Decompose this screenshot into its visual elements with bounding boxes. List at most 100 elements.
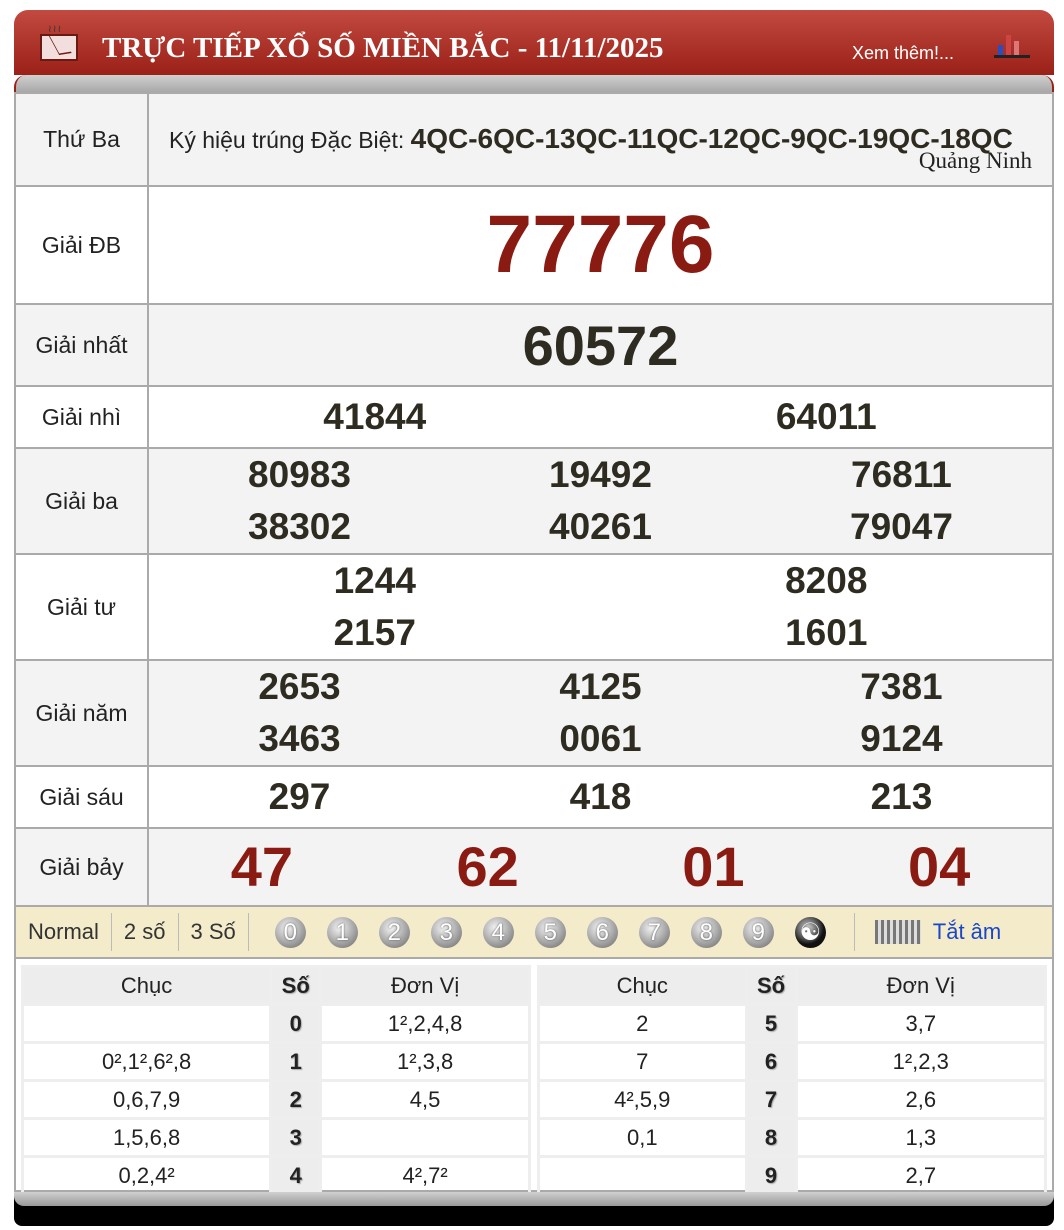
loto-tens: 0²,1²,6²,8 [20, 1041, 273, 1082]
steam-icon: ≀≀≀ [48, 24, 63, 35]
prize-label: Giải ba [14, 447, 149, 555]
header-divider [14, 75, 1054, 92]
loto-tens: 4²,5,9 [537, 1079, 748, 1120]
prize-number: 7381 [860, 666, 943, 707]
bar-chart-icon[interactable] [994, 34, 1030, 58]
prize-row-6: Giải sáu 297 418 213 [14, 765, 1054, 829]
yin-yang-icon[interactable]: ☯ [794, 916, 826, 948]
prize-row-3: Giải ba 80983 19492 76811 38302 40261 79047 [14, 447, 1054, 555]
prize-number: 3463 [258, 718, 341, 759]
loto-row: 0²,1²,6²,8 1 1²,3,8 [20, 1041, 531, 1082]
mode-2-digits[interactable]: 2 số [112, 913, 179, 951]
prize-number: 38302 [248, 506, 351, 547]
loto-units: 1²,3,8 [319, 1041, 531, 1082]
results-table: Thứ Ba Ký hiệu trúng Đặc Biệt: 4QC-6QC-1… [14, 92, 1054, 907]
loto-row: 0,6,7,9 2 4,5 [20, 1079, 531, 1120]
header-bar: ≀≀≀ TRỰC TIẾP XỔ SỐ MIỀN BẮC - 11/11/202… [14, 10, 1054, 75]
digit-ball-0[interactable]: 0 [274, 916, 306, 948]
prize-number: 19492 [549, 454, 652, 495]
loto-units: 2,7 [794, 1155, 1048, 1196]
loto-tables: Chục Số Đơn Vị 0 1²,2,4,8 0²,1²,6²,8 1 1²,3,8 0,… [14, 959, 1054, 1196]
loto-tens: 2 [537, 1003, 748, 1044]
loto-units [319, 1117, 531, 1158]
page-title: TRỰC TIẾP XỔ SỐ MIỀN BẮC - 11/11/2025 [102, 32, 664, 64]
prize-row-4: Giải tư 1244 8208 2157 1601 [14, 553, 1054, 661]
digit-ball-9[interactable]: 9 [742, 916, 774, 948]
prize-number: 297 [268, 776, 331, 817]
prize-number: 1244 [333, 560, 416, 601]
special-code: Ký hiệu trúng Đặc Biệt: 4QC-6QC-13QC-11Q… [147, 92, 1054, 187]
prize-row-5: Giải năm 2653 4125 7381 3463 0061 9124 [14, 659, 1054, 767]
loto-digit: 0 [269, 1003, 323, 1044]
prize-number: 8208 [785, 560, 868, 601]
loto-digit: 4 [269, 1155, 323, 1196]
prize-number: 64011 [775, 396, 877, 437]
loto-header: Đơn Vị [319, 965, 531, 1006]
prize-number: 1601 [785, 612, 868, 653]
prize-number: 9124 [860, 718, 943, 759]
mode-3-digits[interactable]: 3 Số [179, 913, 249, 951]
mute-toggle[interactable]: Tắt âm [932, 919, 1002, 944]
loto-digit: 6 [744, 1041, 798, 1082]
loto-header: Số [744, 965, 798, 1006]
sound-icon[interactable] [874, 920, 921, 944]
loto-digit: 3 [269, 1117, 323, 1158]
digit-ball-7[interactable]: 7 [638, 916, 670, 948]
special-prize-number: 77776 [486, 199, 715, 290]
province: Quảng Ninh [918, 148, 1032, 173]
prize-number: 62 [456, 835, 519, 898]
prize-row-1: Giải nhất 60572 [14, 303, 1054, 387]
loto-units: 4,5 [319, 1079, 531, 1120]
loto-table-left: Chục Số Đơn Vị 0 1²,2,4,8 0²,1²,6²,8 1 1²,3,8 0,… [20, 965, 531, 1196]
digit-ball-6[interactable]: 6 [586, 916, 618, 948]
loto-header-row: Chục Số Đơn Vị [20, 965, 531, 1006]
mode-normal[interactable]: Normal [16, 913, 112, 951]
prize-number: 04 [907, 835, 971, 898]
digit-ball-8[interactable]: 8 [690, 916, 722, 948]
loto-header: Đơn Vị [794, 965, 1048, 1006]
loto-row: 1,5,6,8 3 [20, 1117, 531, 1158]
loto-units: 3,7 [794, 1003, 1048, 1044]
loto-tens: 1,5,6,8 [20, 1117, 273, 1158]
loto-digit: 5 [744, 1003, 798, 1044]
prize-number: 0061 [559, 718, 642, 759]
prize-label: Giải năm [14, 659, 149, 767]
prize-row-db: Giải ĐB 77776 [14, 185, 1054, 305]
special-code-label: Ký hiệu trúng Đặc Biệt: [169, 127, 405, 153]
digit-ball-1[interactable]: 1 [326, 916, 358, 948]
digit-ball-4[interactable]: 4 [482, 916, 514, 948]
loto-digit: 1 [269, 1041, 323, 1082]
prize-number: 40261 [549, 506, 652, 547]
prize-label: Giải ĐB [14, 185, 149, 305]
digit-ball-2[interactable]: 2 [378, 916, 410, 948]
loto-tens: 7 [537, 1041, 748, 1082]
digit-ball-3[interactable]: 3 [430, 916, 462, 948]
prize-label: Giải tư [14, 553, 149, 661]
prize-number: 4125 [559, 666, 642, 707]
loto-tens: 0,6,7,9 [20, 1079, 273, 1120]
see-more-link[interactable]: Xem thêm!... [852, 43, 955, 63]
prize-number: 2157 [333, 612, 416, 653]
results-widget: ≀≀≀ TRỰC TIẾP XỔ SỐ MIỀN BẮC - 11/11/202… [14, 10, 1054, 1226]
prize-number: 60572 [522, 313, 679, 377]
loto-row: 0 1²,2,4,8 [20, 1003, 531, 1044]
loto-tens: 0,2,4² [20, 1155, 273, 1196]
loto-row: 0,1 8 1,3 [537, 1117, 1048, 1158]
footer-bar [14, 1192, 1054, 1226]
info-row: Thứ Ba Ký hiệu trúng Đặc Biệt: 4QC-6QC-1… [14, 92, 1054, 187]
prize-number: 41844 [323, 396, 427, 437]
special-code-value: 4QC-6QC-13QC-11QC-12QC-9QC-19QC-18QC [410, 123, 1013, 154]
prize-number: 01 [682, 835, 745, 898]
prize-label: Giải nhì [14, 385, 149, 449]
digit-ball-5[interactable]: 5 [534, 916, 566, 948]
loto-tens [20, 1003, 273, 1044]
prize-row-2: Giải nhì 41844 64011 [14, 385, 1054, 449]
prize-number: 213 [870, 776, 933, 817]
loto-digit: 9 [744, 1155, 798, 1196]
prize-number: 76811 [851, 454, 952, 495]
loto-header: Chục [537, 965, 748, 1006]
loto-digit: 2 [269, 1079, 323, 1120]
loto-tens [537, 1155, 748, 1196]
prize-row-7: Giải bảy 47 62 01 04 [14, 827, 1054, 907]
